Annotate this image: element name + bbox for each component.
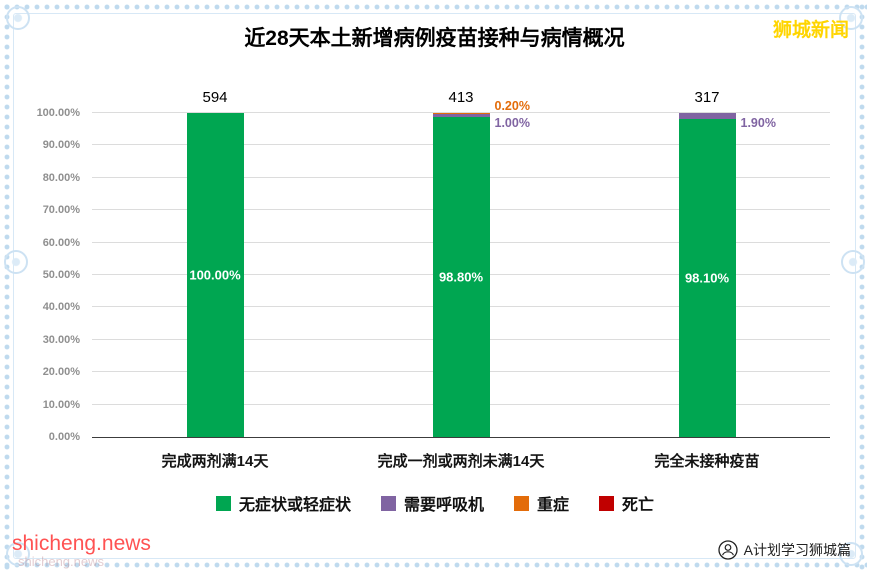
- legend-swatch: [380, 495, 396, 511]
- border-ornament-top: [2, 2, 867, 12]
- y-tick-label: 40.00%: [42, 301, 80, 314]
- border-ornament-right: [857, 2, 867, 570]
- bar-total: 317: [694, 89, 720, 106]
- footer-account: A计划学习狮城篇: [718, 540, 851, 560]
- watermark-faint: shicheng.news: [18, 554, 104, 569]
- bar-segment-无症状或轻症状: [432, 116, 490, 437]
- y-tick-label: 90.00%: [42, 139, 80, 152]
- bar-2: 413 98.80%: [432, 89, 490, 437]
- y-tick-label: 0.00%: [48, 431, 80, 443]
- y-tick-label: 100.00%: [36, 107, 80, 119]
- legend-label: 需要呼吸机: [403, 497, 484, 514]
- y-tick-label: 20.00%: [42, 366, 80, 379]
- legend-swatch: [215, 495, 231, 511]
- callouts: 0.20% 1.00% 1.90%: [92, 99, 830, 437]
- bar-percent-label: 98.10%: [684, 270, 730, 286]
- y-tick-label: 30.00%: [42, 333, 80, 346]
- bar-segment-无症状或轻症状: [678, 119, 736, 437]
- bar-percent-label: 98.80%: [438, 269, 484, 285]
- bar-total: 413: [448, 89, 474, 106]
- legend-swatch: [514, 495, 529, 511]
- category-labels: 完成两剂满14天 完成一剂或两剂未满14天 完全未接种疫苗: [92, 450, 830, 471]
- category-label: 完成一剂或两剂未满14天: [377, 453, 545, 470]
- wechat-official-account-icon: [718, 540, 738, 560]
- legend-label: 重症: [537, 497, 570, 514]
- legend-item: 无症状或轻症状: [215, 491, 351, 515]
- bar-total: 594: [202, 89, 228, 106]
- footer-account-name: A计划学习狮城篇: [743, 542, 851, 558]
- brand-logo-text: 狮城新闻: [772, 20, 849, 41]
- plot-area: 594 100.00% 413 98.80% 317 98.10% 0.20% 1.00% 1…: [92, 89, 830, 438]
- y-tick-label: 60.00%: [42, 236, 80, 249]
- legend-swatch: [599, 495, 615, 511]
- legend-item: 重症: [514, 491, 569, 515]
- legend-label: 死亡: [622, 497, 655, 514]
- callout-label: 1.90%: [740, 116, 776, 130]
- bars: 594 100.00% 413 98.80% 317 98.10%: [92, 89, 830, 437]
- gridline: [92, 112, 830, 113]
- bar-3: 317 98.10%: [678, 89, 736, 437]
- y-tick-label: 50.00%: [42, 269, 80, 281]
- border-medallion: [841, 250, 865, 274]
- category-label: 完成两剂满14天: [161, 453, 269, 470]
- watermark: shicheng.news: [12, 532, 151, 555]
- bar-1: 594 100.00%: [186, 89, 244, 437]
- y-tick-label: 80.00%: [42, 171, 80, 184]
- y-axis-labels: 0.00% 10.00% 20.00% 30.00% 40.00% 50.00% 60.00…: [6, 107, 86, 443]
- callout-label: 1.00%: [494, 116, 530, 130]
- legend-label: 无症状或轻症状: [238, 497, 351, 514]
- border-ornament-bottom: [2, 560, 867, 570]
- y-tick-label: 10.00%: [42, 398, 80, 411]
- legend-item: 死亡: [599, 491, 654, 515]
- legend: 无症状或轻症状 需要呼吸机 重症 死亡: [50, 491, 820, 515]
- bar-segment-需要呼吸机: [432, 113, 490, 117]
- chart-title: 近28天本土新增病例疫苗接种与病情概况: [244, 27, 625, 50]
- bar-segment-重症: [432, 112, 490, 114]
- y-tick-label: 70.00%: [42, 204, 80, 217]
- callout-label: 0.20%: [494, 99, 530, 113]
- border-medallion: [6, 6, 30, 30]
- category-label: 完全未接种疫苗: [654, 453, 760, 470]
- bar-segment-无症状或轻症状: [186, 113, 244, 437]
- bar-percent-label: 100.00%: [189, 267, 241, 283]
- bar-segment-需要呼吸机: [678, 113, 736, 120]
- legend-item: 需要呼吸机: [380, 491, 484, 515]
